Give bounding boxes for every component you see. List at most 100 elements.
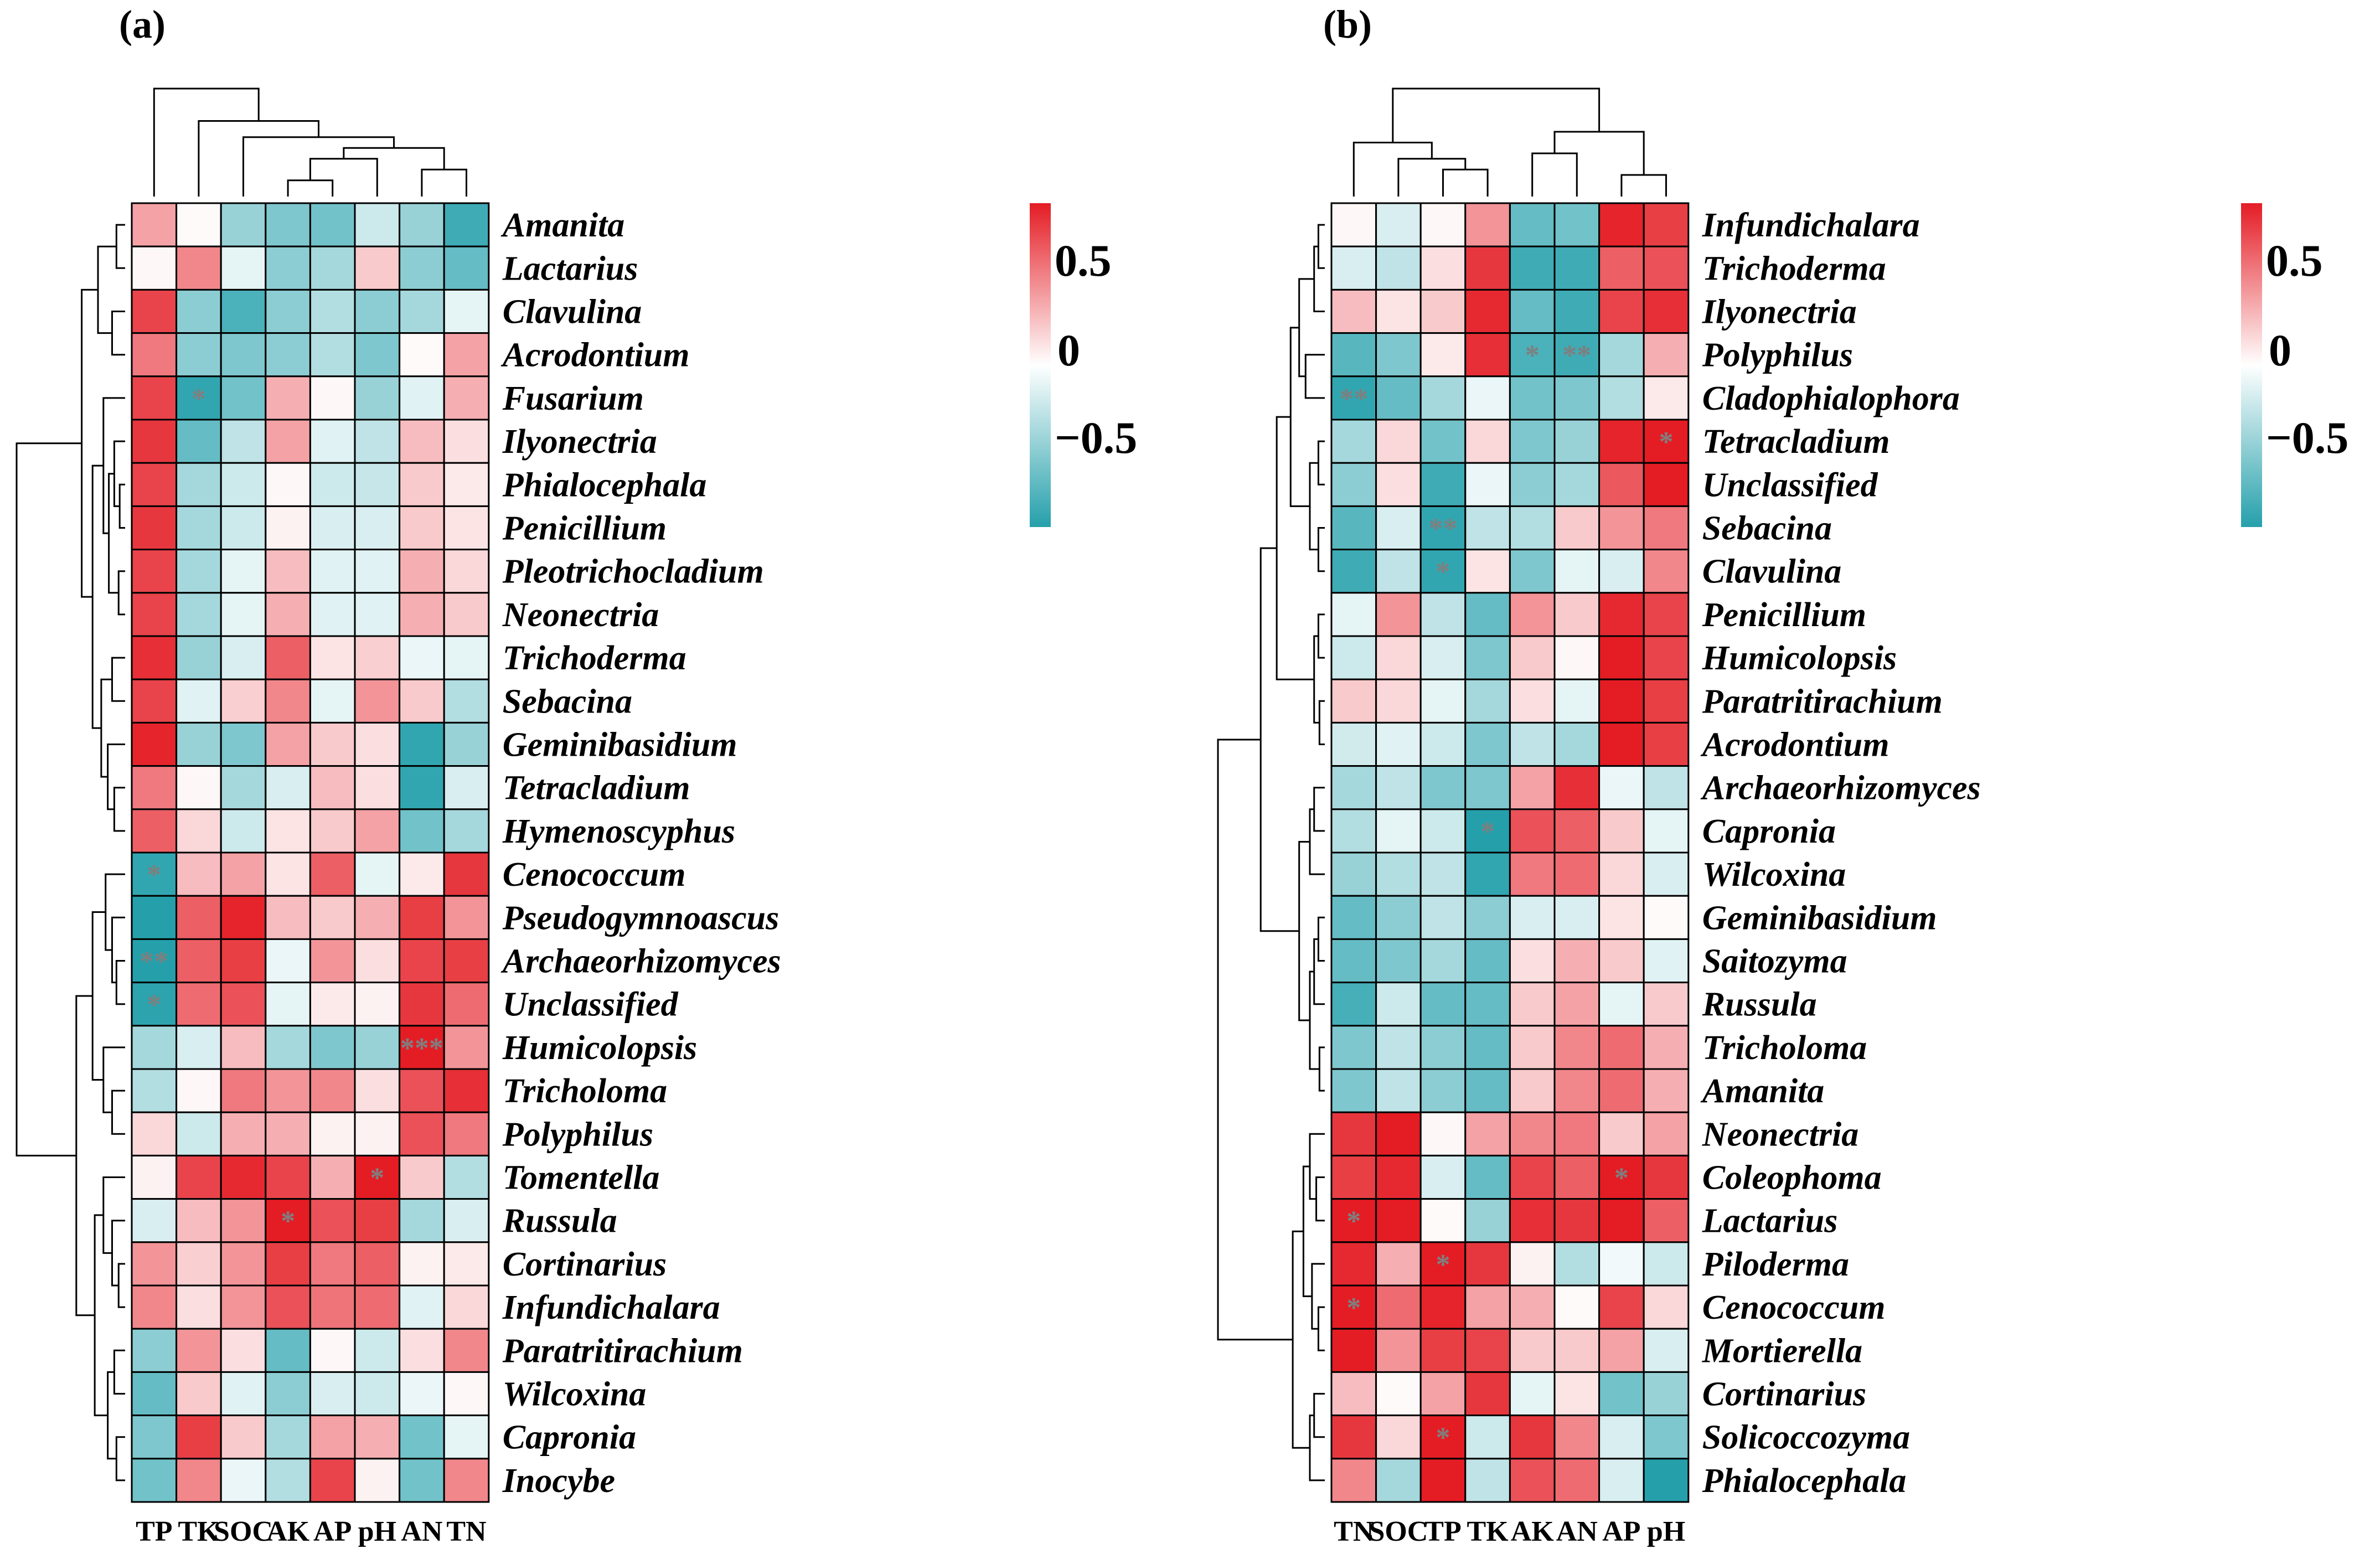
row-label: Polyphilus (1702, 337, 1853, 374)
column-dendrogram-branch (1620, 174, 1667, 197)
heatmap-cell (1643, 462, 1690, 507)
row-label: Tomentella (503, 1159, 660, 1197)
column-label: AN (401, 1516, 442, 1547)
heatmap-cell (1330, 1068, 1377, 1113)
heatmap-cell (1509, 549, 1556, 594)
row-label: Ilyonectria (1702, 293, 1857, 331)
heatmap-cell (1330, 505, 1377, 551)
heatmap-cell (354, 895, 401, 940)
heatmap-cell (220, 419, 267, 464)
heatmap-cell (1330, 1154, 1377, 1200)
heatmap-cell (1553, 721, 1601, 767)
heatmap-cell (220, 982, 267, 1027)
legend-tick-high: 0.5 (1055, 235, 1112, 286)
heatmap-cell (220, 1111, 267, 1157)
row-label: Infundichalara (502, 1289, 720, 1326)
heatmap-cell (265, 505, 311, 551)
heatmap-cell (131, 1241, 178, 1287)
heatmap-cell (220, 375, 267, 421)
column-dendrogram-branch (242, 136, 395, 197)
heatmap-cell (265, 635, 311, 680)
heatmap-cell (131, 1111, 178, 1157)
heatmap-cell (1330, 808, 1377, 854)
heatmap-cell (265, 1198, 311, 1243)
heatmap-cell (1598, 1371, 1645, 1417)
heatmap-cell (1419, 982, 1467, 1027)
heatmap-cell (443, 332, 490, 378)
heatmap-cell (1509, 635, 1556, 680)
heatmap-cell (354, 592, 401, 637)
heatmap-cell (1553, 1198, 1601, 1243)
heatmap-cell (131, 375, 178, 421)
row-dendrogram-branch (115, 224, 125, 269)
heatmap-cell (1375, 895, 1422, 940)
heatmap-cell (1419, 851, 1467, 897)
heatmap-cell (1553, 592, 1601, 637)
heatmap-cell (1643, 1328, 1690, 1373)
row-label: Humicolopsis (1702, 639, 1897, 677)
heatmap-cell (220, 808, 267, 854)
row-label: Geminibasidium (503, 726, 737, 764)
heatmap-cell (1643, 419, 1690, 464)
heatmap-cell (354, 721, 401, 767)
heatmap-cell (399, 1154, 445, 1200)
heatmap-cell (1509, 765, 1556, 810)
heatmap-cell (131, 765, 178, 810)
heatmap-cell (1553, 1414, 1601, 1460)
heatmap-cell (1598, 549, 1645, 594)
heatmap-cell (1643, 808, 1690, 854)
color-legend: 0.5 0 −0.5 (2241, 203, 2348, 527)
heatmap-cell (309, 505, 356, 551)
heatmap-cell (1643, 505, 1690, 551)
heatmap-cell (1643, 245, 1690, 291)
significance-mark: * (1436, 1249, 1450, 1281)
heatmap-cell (354, 635, 401, 680)
heatmap-cell (1598, 332, 1645, 378)
heatmap-cell (131, 288, 178, 334)
heatmap-cell (265, 765, 311, 810)
column-label: AN (1556, 1516, 1598, 1547)
heatmap-cell (443, 288, 490, 334)
heatmap-cell (443, 1371, 490, 1417)
heatmap-cell (1643, 1414, 1690, 1460)
heatmap-cell (265, 592, 311, 637)
heatmap-cell (220, 1328, 267, 1373)
row-dendrogram-branch (1304, 354, 1325, 399)
row-label: Pleotrichocladium (502, 553, 764, 591)
row-label: Clavulina (503, 293, 642, 331)
heatmap-cell (1553, 938, 1601, 984)
row-label: Clavulina (1702, 553, 1842, 591)
heatmap-cell (1330, 938, 1377, 984)
column-dendrogram-branch (1392, 87, 1601, 143)
heatmap-cell (1375, 288, 1422, 334)
heatmap-cell (265, 808, 311, 854)
column-label: TK (178, 1516, 220, 1547)
column-label: TP (1424, 1516, 1461, 1547)
row-label: Humicolopsis (502, 1029, 697, 1067)
row-dendrogram-branch (1309, 462, 1319, 551)
heatmap-cell (309, 462, 356, 507)
heatmap-cell (1464, 202, 1511, 247)
heatmap-cell (175, 592, 222, 637)
heatmap-cell (1330, 982, 1377, 1027)
heatmap-cell (354, 1198, 401, 1243)
heatmap-cell (1553, 635, 1601, 680)
heatmap-cell (1419, 288, 1467, 334)
heatmap-cell (220, 592, 267, 637)
heatmap-cell (1330, 549, 1377, 594)
color-legend-bar (2241, 203, 2262, 527)
heatmap-cell (1375, 505, 1422, 551)
heatmap-cell (220, 1025, 267, 1070)
heatmap-cell (309, 1371, 356, 1417)
row-dendrogram-branch (1309, 1414, 1325, 1481)
heatmap-cell (354, 1068, 401, 1113)
row-label: Amanita (1700, 1072, 1825, 1110)
heatmap-cell (1553, 1284, 1601, 1330)
heatmap-cell (1509, 1284, 1556, 1330)
heatmap-cell (220, 938, 267, 984)
heatmap-cell (265, 375, 311, 421)
heatmap-cell (1553, 549, 1601, 594)
row-labels: Amanita Lactarius Clavulina Acrodontium Fusa… (500, 206, 781, 1500)
heatmap-cell (1419, 592, 1467, 637)
heatmap-cell (1375, 721, 1422, 767)
